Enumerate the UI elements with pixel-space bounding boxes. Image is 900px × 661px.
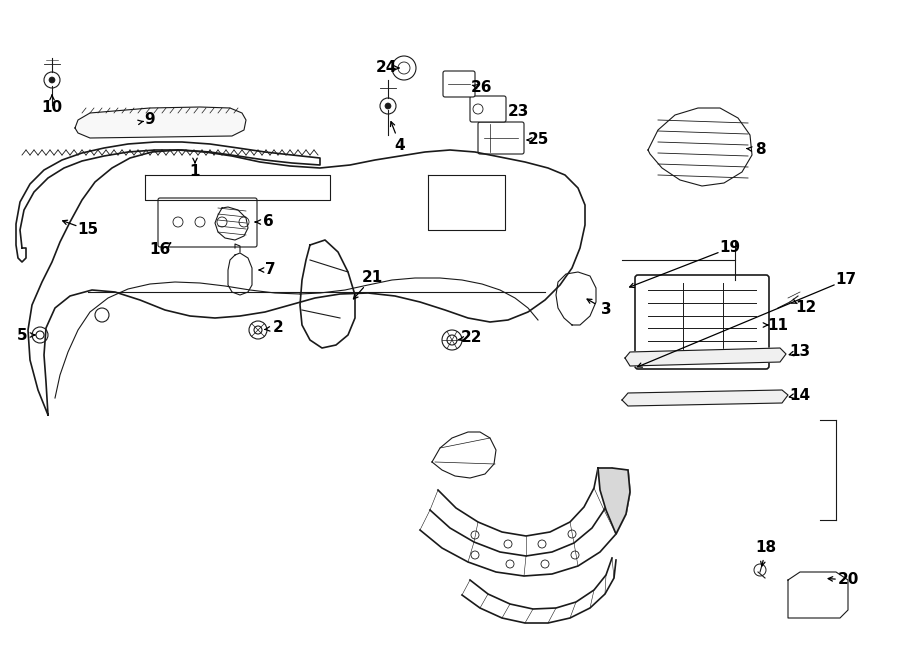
Text: 5: 5 <box>17 327 27 342</box>
Text: 17: 17 <box>835 272 857 288</box>
Polygon shape <box>598 468 630 534</box>
FancyBboxPatch shape <box>470 96 506 122</box>
Polygon shape <box>75 107 246 138</box>
Text: 13: 13 <box>789 344 811 360</box>
Text: 23: 23 <box>508 104 528 120</box>
Text: 11: 11 <box>768 317 788 332</box>
Text: 1: 1 <box>190 165 200 180</box>
Circle shape <box>49 77 55 83</box>
Circle shape <box>385 103 391 109</box>
Text: 16: 16 <box>149 243 171 258</box>
Text: 7: 7 <box>265 262 275 278</box>
Text: 24: 24 <box>375 61 397 75</box>
Polygon shape <box>788 572 848 618</box>
Text: 10: 10 <box>41 100 63 116</box>
Text: 12: 12 <box>796 301 816 315</box>
FancyBboxPatch shape <box>158 198 257 247</box>
Text: 8: 8 <box>755 143 765 157</box>
Text: 25: 25 <box>527 132 549 147</box>
Text: 19: 19 <box>719 241 741 256</box>
Polygon shape <box>625 348 786 366</box>
FancyBboxPatch shape <box>635 275 769 369</box>
Text: 2: 2 <box>273 321 284 336</box>
Text: 3: 3 <box>600 303 611 317</box>
FancyBboxPatch shape <box>478 122 524 154</box>
Text: 22: 22 <box>461 330 482 346</box>
Text: 20: 20 <box>837 572 859 588</box>
Text: 21: 21 <box>362 270 382 286</box>
Text: 26: 26 <box>472 81 493 95</box>
Text: 15: 15 <box>77 223 99 237</box>
Text: 9: 9 <box>145 112 156 128</box>
Text: 6: 6 <box>263 215 274 229</box>
Text: 4: 4 <box>395 137 405 153</box>
Text: 14: 14 <box>789 387 811 403</box>
Polygon shape <box>622 390 788 406</box>
Text: 18: 18 <box>755 541 777 555</box>
FancyBboxPatch shape <box>443 71 475 97</box>
